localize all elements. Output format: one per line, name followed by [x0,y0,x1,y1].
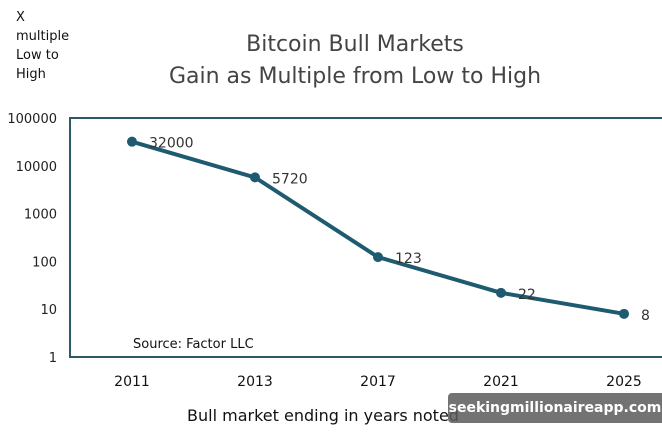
data-point [127,136,137,147]
y-tick-label: 100 [32,255,57,270]
y-tick-label: 10000 [16,160,57,175]
data-label: 8 [641,308,650,324]
y-tick-label: 1 [49,351,57,366]
y-tick-label: 10 [40,303,57,318]
y-tick-label: 1000 [24,208,57,223]
data-label: 5720 [272,171,308,187]
source-annotation: Source: Factor LLC [133,337,254,352]
plot-frame [69,117,662,358]
data-point [496,287,506,298]
data-point [250,172,260,183]
data-label: 22 [518,287,536,303]
x-tick-label: 2021 [483,374,519,390]
data-point [619,308,629,319]
y-axis-label: X multiple Low to High [16,10,70,82]
y-tick-label: 100000 [7,112,57,127]
chart-title: Bitcoin Bull Markets [246,32,464,57]
data-point [373,252,383,263]
data-label: 123 [395,251,422,267]
x-tick-label: 2013 [237,374,273,390]
chart-subtitle: Gain as Multiple from Low to High [168,64,542,89]
watermark: seekingmillionaireapp.com [448,393,662,423]
x-axis-label: Bull market ending in years noted [187,406,459,425]
x-tick-label: 2011 [114,374,150,390]
x-tick-label: 2017 [360,374,396,390]
x-tick-label: 2025 [606,374,642,390]
data-label: 32000 [149,136,194,152]
series-line [131,139,625,316]
